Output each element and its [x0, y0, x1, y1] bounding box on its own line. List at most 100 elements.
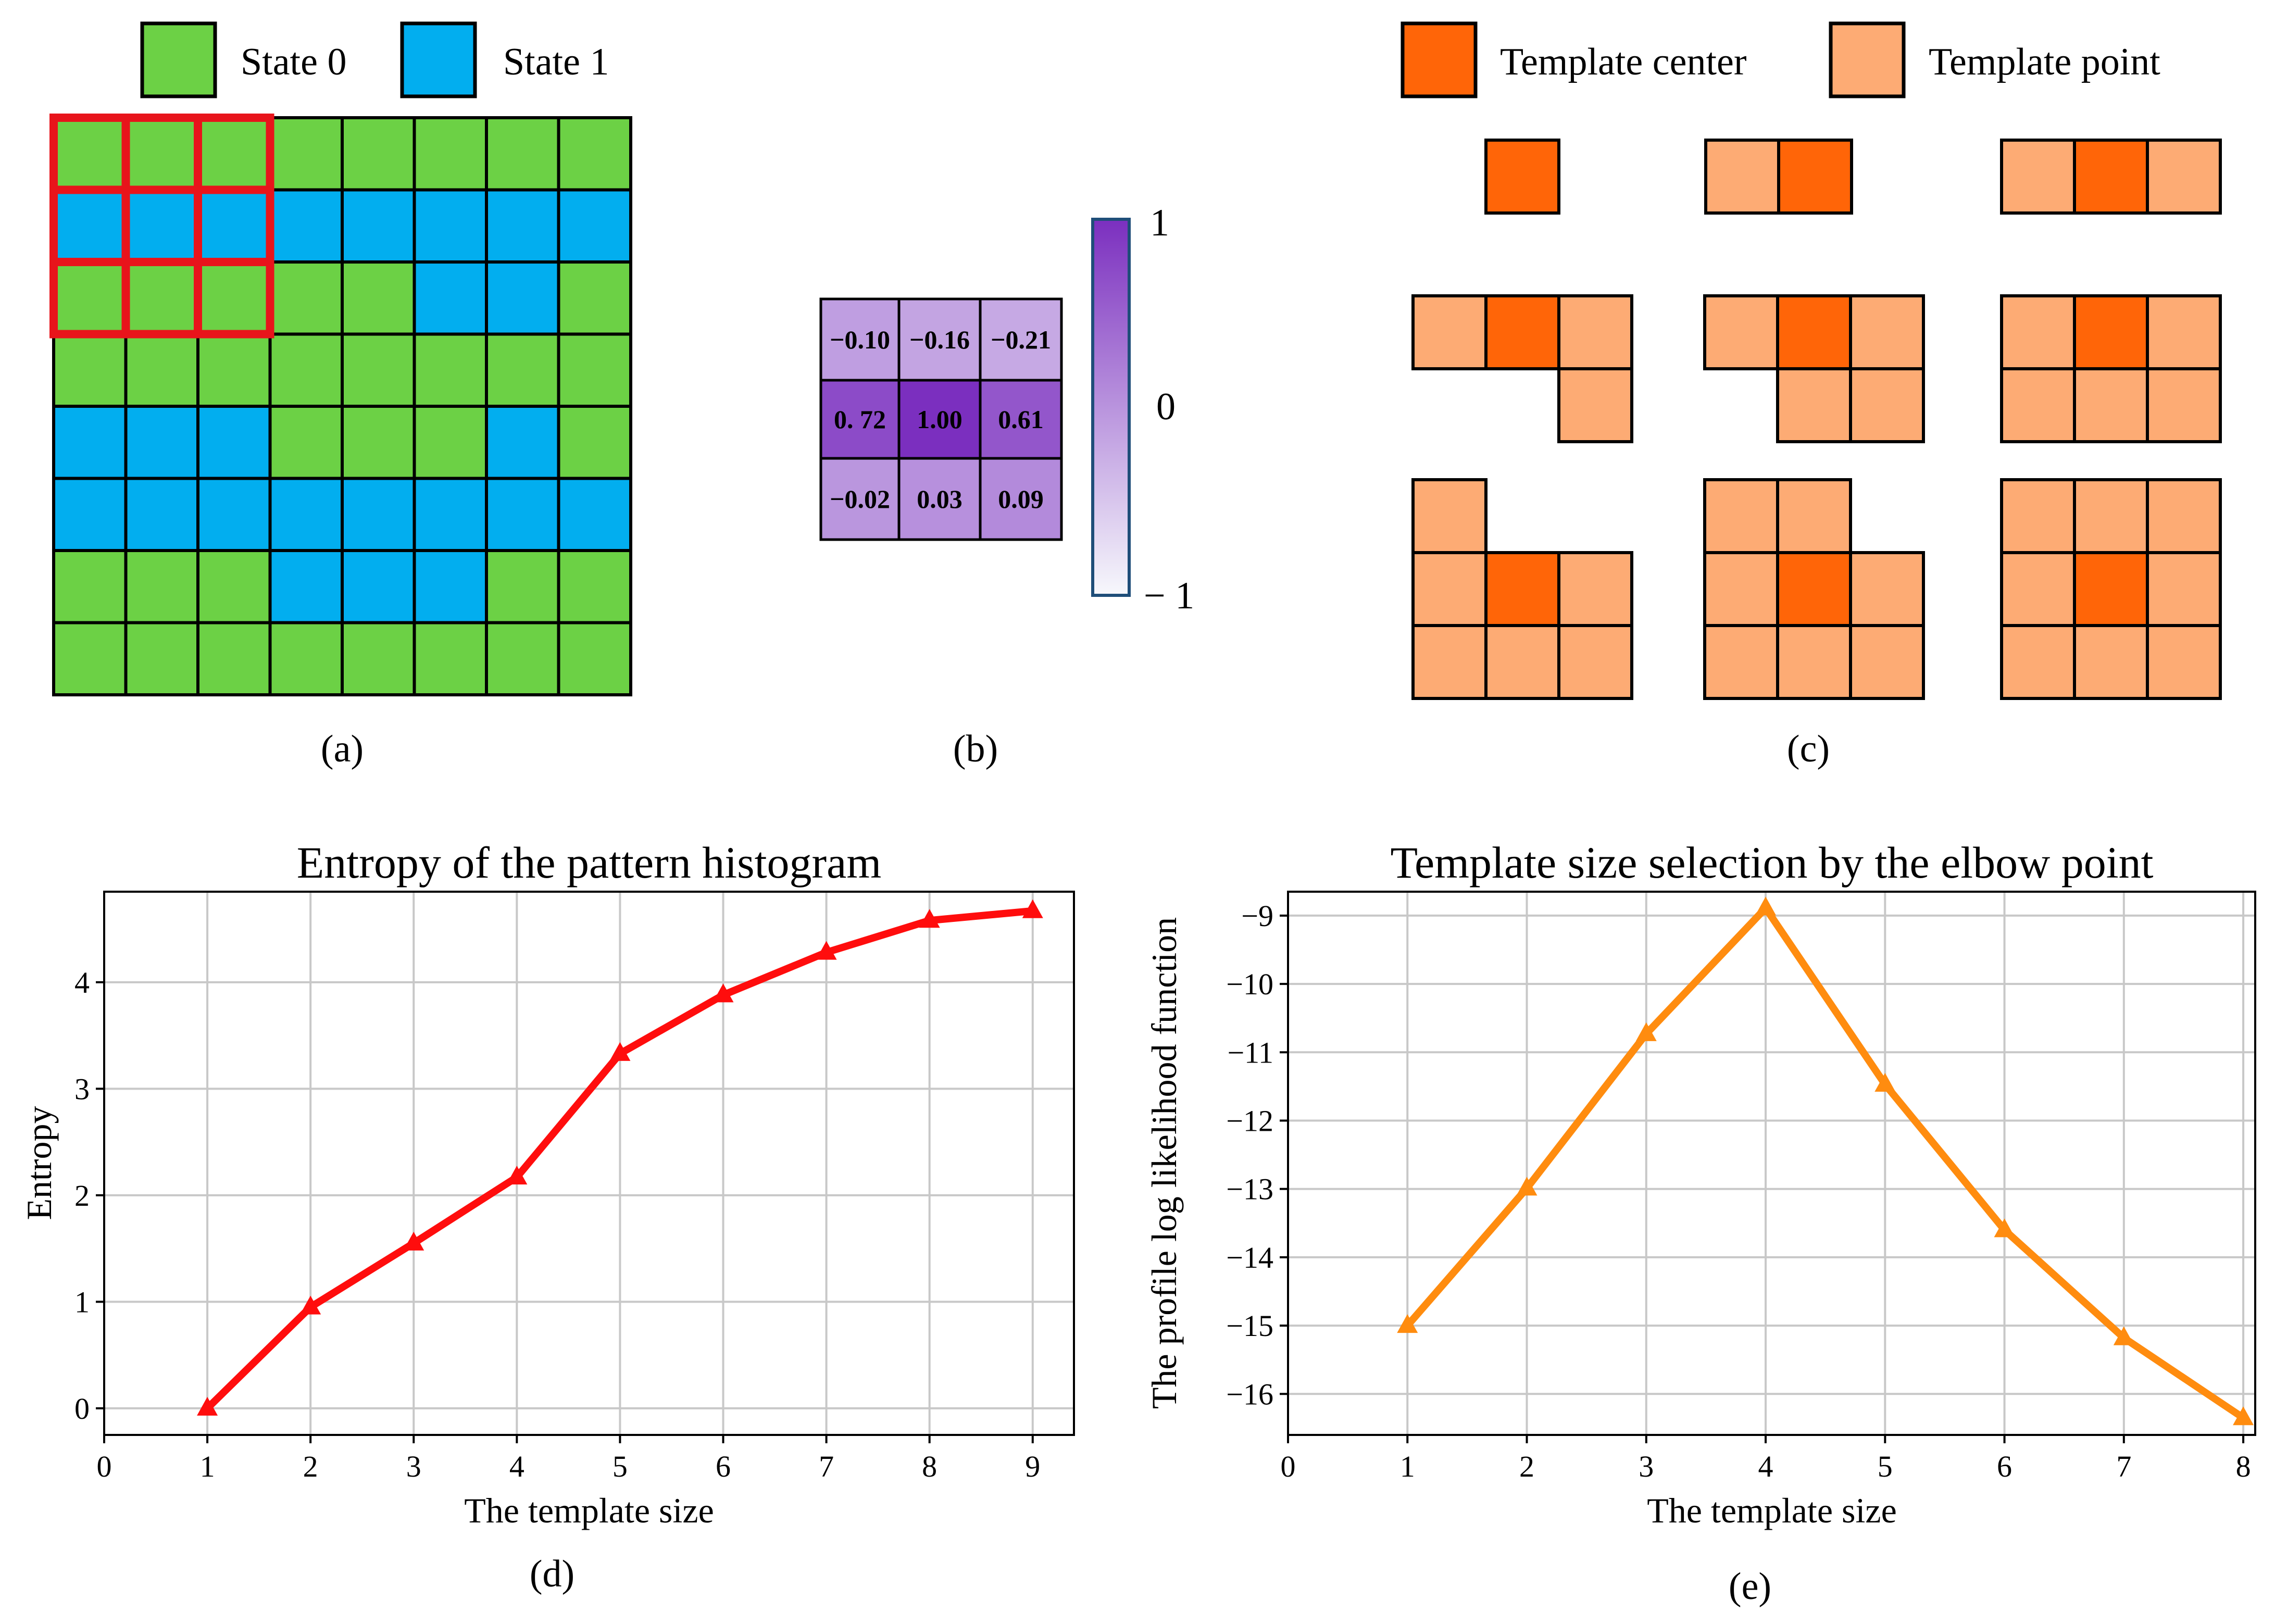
e-y-tick-label: −14 [1226, 1241, 1273, 1275]
state-cell [268, 405, 344, 480]
template-shape [2000, 139, 2222, 215]
state-cell [485, 549, 560, 624]
caption-a: (a) [321, 728, 364, 770]
matrix-cell [979, 457, 1063, 541]
template-point-cell [1703, 294, 1779, 370]
e-x-tick-label: 7 [2116, 1450, 2131, 1483]
chart-d-title: Entropy of the pattern histogram [297, 838, 882, 888]
template-point-cell [1557, 294, 1633, 370]
chart-e-y-ticks: −16 −15 −14 −13 −12 −11 −10 −9 [1226, 899, 1288, 1411]
chart-e-title: Template size selection by the elbow poi… [1390, 838, 2153, 888]
template-shape [2000, 294, 2222, 443]
state-cell [341, 477, 416, 552]
e-y-tick-label: −15 [1226, 1309, 1273, 1343]
template-point-cell [2146, 139, 2222, 215]
state-cell [413, 621, 488, 696]
matrix-cell-value: 0.61 [998, 405, 1044, 434]
legend-swatch-state1 [400, 21, 477, 98]
e-y-tick-label: −13 [1226, 1172, 1273, 1206]
state-cell [196, 332, 272, 408]
d-data-point [506, 1166, 528, 1185]
template-point-cell [1703, 624, 1779, 700]
d-data-point [403, 1231, 424, 1251]
template-point-cell [1484, 624, 1560, 700]
d-data-point [609, 1042, 631, 1061]
d-data-point [300, 1295, 321, 1315]
e-data-point [1874, 1072, 1896, 1092]
state-cell [413, 477, 488, 552]
state-grid [52, 116, 632, 696]
template-shape [1411, 478, 1633, 700]
d-data-point [712, 983, 734, 1003]
state-cell [413, 405, 488, 480]
d-y-tick-label: 4 [74, 966, 90, 1000]
colorbar-min-label: − 1 [1144, 574, 1194, 617]
template-point-cell [1849, 367, 1925, 443]
matrix-cell [819, 297, 901, 382]
template-center-cell [1484, 139, 1560, 215]
state-cell [268, 188, 344, 264]
state-cell [268, 549, 344, 624]
state-cell [557, 405, 632, 480]
state-cell [52, 260, 128, 336]
legend-swatch-point [1829, 21, 1906, 98]
state-cell [196, 477, 272, 552]
matrix-cell-value: 0.09 [998, 484, 1044, 514]
caption-c: (c) [1787, 728, 1830, 770]
state-cell [485, 621, 560, 696]
template-point-cell [2000, 478, 2076, 554]
e-y-tick-label: −12 [1226, 1104, 1273, 1138]
state-cell [268, 621, 344, 696]
template-point-cell [1557, 624, 1633, 700]
template-center-cell [2073, 551, 2149, 627]
legend-swatch-state0 [140, 21, 217, 98]
e-x-tick-label: 3 [1639, 1450, 1654, 1483]
template-point-cell [1703, 478, 1779, 554]
state-cell [557, 621, 632, 696]
template-shapes [1411, 139, 2222, 700]
d-x-tick-label: 1 [200, 1450, 215, 1483]
chart-d-ylabel: Entropy [19, 1106, 59, 1220]
e-x-tick-label: 8 [2236, 1450, 2251, 1483]
template-point-cell [1704, 139, 1780, 215]
state-cell [485, 405, 560, 480]
state-cell [124, 477, 199, 552]
legend-label-center: Template center [1500, 41, 1746, 83]
state-cell [52, 188, 128, 264]
state-cell [52, 477, 128, 552]
state-cell [341, 621, 416, 696]
template-point-cell [1776, 478, 1852, 554]
state-cell [196, 549, 272, 624]
legend-label-point: Template point [1929, 41, 2160, 83]
template-point-cell [2000, 294, 2076, 370]
e-data-point [1516, 1177, 1538, 1196]
caption-e: (e) [1729, 1565, 1771, 1608]
template-point-cell [1849, 551, 1925, 627]
e-x-tick-label: 2 [1519, 1450, 1534, 1483]
d-data-point [816, 941, 837, 960]
state-cell [413, 188, 488, 264]
state-cell [268, 260, 344, 336]
state-cell [124, 116, 199, 192]
legend-label-state1: State 1 [503, 41, 609, 83]
state-cell [341, 188, 416, 264]
state-cell [196, 188, 272, 264]
template-point-cell [1557, 551, 1633, 627]
state-cell [124, 260, 199, 336]
chart-d-frame [103, 891, 1075, 1436]
chart-e-ylabel: The profile log likelihood function [1144, 917, 1184, 1409]
state-cell [557, 188, 632, 264]
state-cell [485, 332, 560, 408]
d-y-tick-label: 0 [74, 1392, 90, 1426]
state-cell [196, 116, 272, 192]
e-x-tick-label: 1 [1400, 1450, 1415, 1483]
state-cell [413, 260, 488, 336]
state-cell [485, 477, 560, 552]
state-cell [52, 405, 128, 480]
template-point-cell [1411, 551, 1488, 627]
caption-b: (b) [953, 728, 998, 770]
d-x-tick-label: 5 [612, 1450, 628, 1483]
state-cell [341, 549, 416, 624]
chart-e-x-ticks: 0 1 2 3 4 5 6 7 8 [1281, 1435, 2251, 1483]
e-x-tick-label: 4 [1758, 1450, 1773, 1483]
